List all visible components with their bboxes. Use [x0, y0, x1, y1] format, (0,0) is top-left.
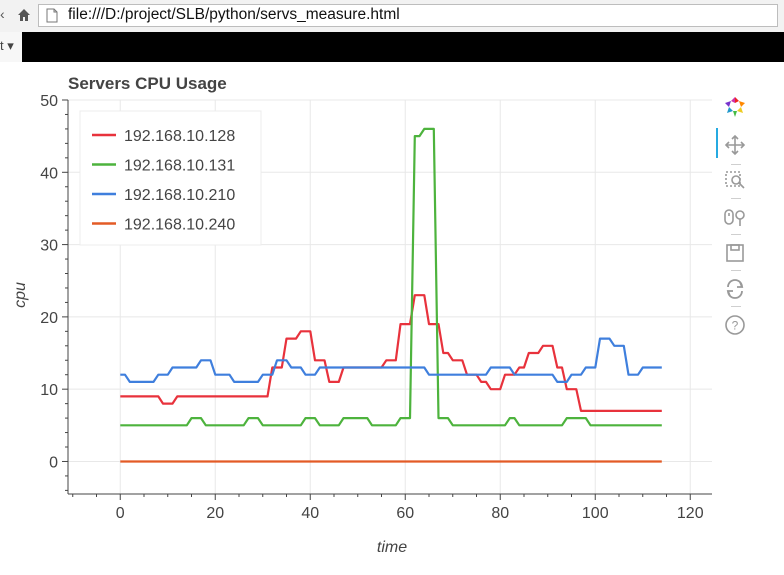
- save-icon[interactable]: [720, 238, 750, 268]
- legend-label: 192.168.10.128: [124, 128, 235, 145]
- y-tick-label: 20: [40, 310, 58, 327]
- y-tick-label: 0: [49, 454, 58, 471]
- nav-chevron-icon[interactable]: ‹: [0, 6, 5, 22]
- home-icon[interactable]: [17, 8, 31, 22]
- browser-toolbar: ‹ file:///D:/project/SLB/python/servs_me…: [0, 0, 784, 33]
- x-tick-label: 100: [582, 505, 609, 522]
- legend: 192.168.10.128 192.168.10.131 192.168.10.2…: [79, 110, 262, 246]
- chart-toolbar: ?: [712, 92, 756, 362]
- y-tick-label: 40: [40, 165, 58, 182]
- y-tick-label: 10: [40, 382, 58, 399]
- reset-icon[interactable]: [720, 274, 750, 304]
- x-tick-label: 80: [491, 505, 509, 522]
- active-tool-indicator: [716, 128, 718, 158]
- toolbar-separator: [731, 306, 741, 307]
- pan-icon[interactable]: [720, 130, 750, 160]
- y-axis-label: cpu: [12, 282, 29, 308]
- series-lines: [120, 127, 662, 463]
- x-tick-label: 60: [396, 505, 414, 522]
- toolbar-separator: [731, 164, 741, 165]
- wheel-zoom-icon[interactable]: [720, 202, 750, 232]
- box-zoom-icon[interactable]: [720, 166, 750, 196]
- bookmark-glyph[interactable]: t ▾: [0, 38, 14, 53]
- page-icon: [46, 8, 58, 23]
- legend-label: 192.168.10.131: [124, 158, 235, 175]
- x-tick-label: 0: [116, 505, 125, 522]
- x-axis-label: time: [377, 539, 407, 556]
- x-tick-label: 20: [206, 505, 224, 522]
- y-tick-label: 50: [40, 93, 58, 110]
- help-icon[interactable]: ?: [720, 310, 750, 340]
- toolbar-separator: [731, 234, 741, 235]
- x-tick-label: 40: [301, 505, 319, 522]
- toolbar-separator: [731, 198, 741, 199]
- series-line-192-168-10-128: [120, 294, 662, 412]
- redacted-block: [22, 32, 784, 62]
- bokeh-logo-icon[interactable]: [720, 92, 750, 122]
- y-tick-label: 30: [40, 238, 58, 255]
- address-bar[interactable]: file:///D:/project/SLB/python/servs_meas…: [38, 4, 778, 27]
- series-line-192-168-10-131: [120, 127, 662, 427]
- axes: 0 20 40 60 80 100 120 0 10 20 30 40 50: [40, 93, 712, 522]
- chart-title: Servers CPU Usage: [68, 74, 227, 93]
- svg-text:?: ?: [732, 319, 739, 333]
- x-tick-label: 120: [677, 505, 704, 522]
- toolbar-separator: [731, 270, 741, 271]
- url-text[interactable]: file:///D:/project/SLB/python/servs_meas…: [68, 6, 400, 23]
- legend-label: 192.168.10.240: [124, 217, 235, 234]
- cpu-usage-chart: Servers CPU Usage 0 20 40 60 80 100 120 0 10 20 30…: [12, 74, 712, 556]
- legend-label: 192.168.10.210: [124, 187, 235, 204]
- series-line-192-168-10-210: [120, 337, 662, 383]
